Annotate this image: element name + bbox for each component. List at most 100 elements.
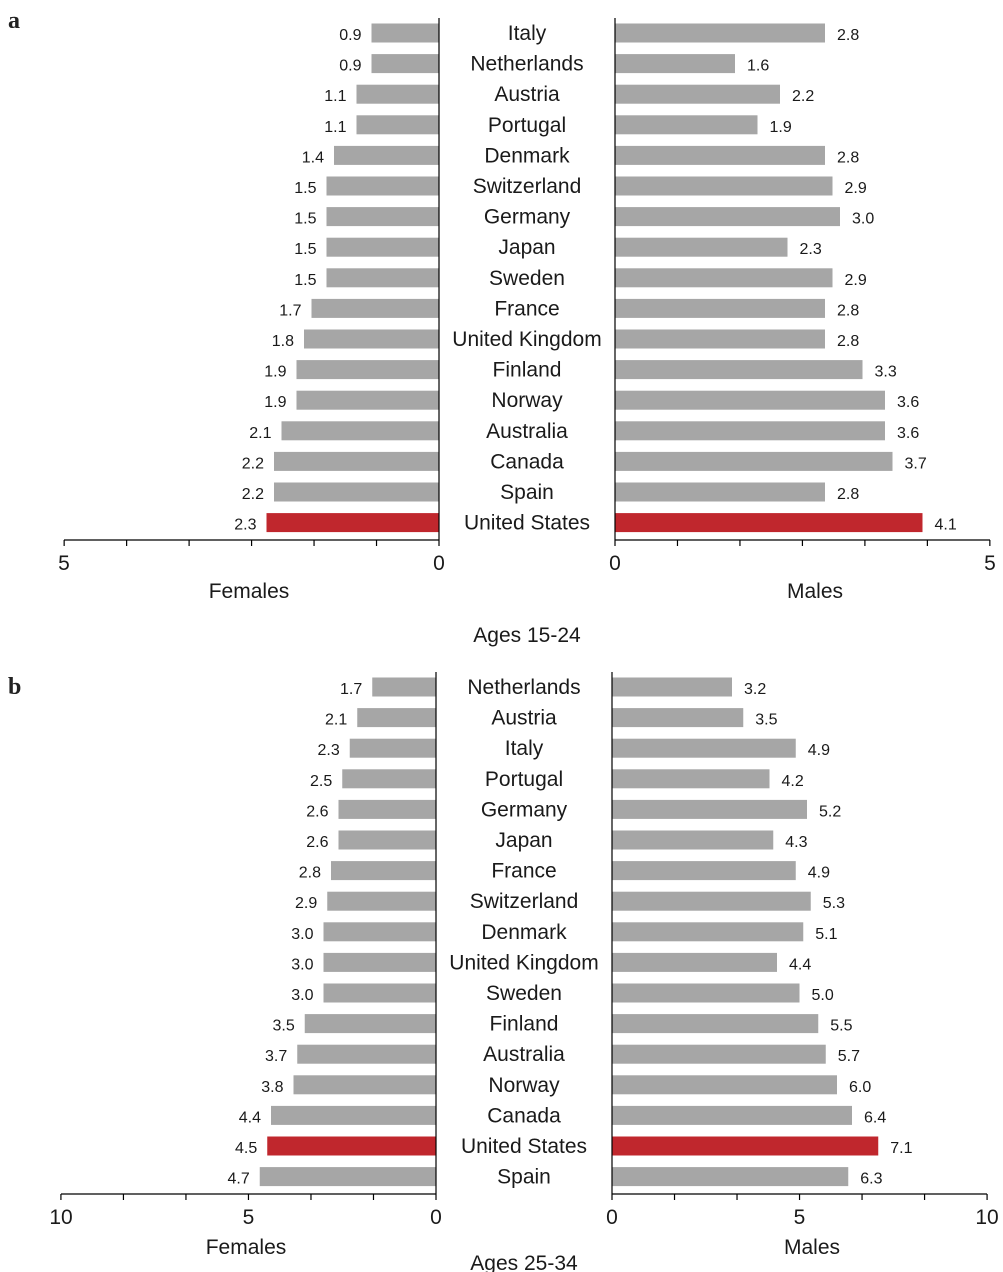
country-label: Spain — [500, 481, 554, 504]
female-value-label: 3.5 — [273, 1018, 295, 1035]
male-value-label: 5.0 — [812, 987, 834, 1004]
country-label: Italy — [508, 22, 547, 45]
female-bar — [311, 298, 439, 318]
female-bar — [326, 268, 439, 288]
female-bar — [342, 769, 436, 789]
country-label: Canada — [490, 450, 564, 473]
male-value-label: 3.7 — [905, 455, 927, 472]
male-bar — [615, 23, 825, 43]
female-bar — [327, 891, 436, 911]
male-bar — [615, 390, 885, 410]
female-bar — [371, 54, 439, 74]
male-bar — [615, 207, 840, 227]
country-label: Australia — [486, 420, 568, 443]
female-bar — [331, 861, 436, 881]
tick-label: 10 — [49, 1206, 72, 1229]
male-bar — [612, 1105, 852, 1125]
male-bar — [612, 952, 777, 972]
female-value-label: 2.3 — [318, 742, 340, 759]
country-label: United States — [461, 1135, 587, 1158]
male-bar — [615, 298, 825, 318]
male-bar — [615, 84, 780, 104]
male-bar — [612, 1014, 819, 1034]
male-bar — [615, 482, 825, 502]
male-value-label: 2.8 — [837, 302, 859, 319]
female-bar — [356, 115, 439, 135]
tick-label: 5 — [243, 1206, 255, 1229]
male-value-label: 2.9 — [845, 180, 867, 197]
female-value-label: 1.5 — [294, 272, 316, 289]
female-value-label: 1.8 — [272, 333, 294, 350]
female-bar — [371, 23, 439, 43]
male-bar — [615, 421, 885, 441]
female-bar — [297, 1044, 436, 1064]
male-value-label: 6.3 — [860, 1171, 882, 1188]
female-bar — [323, 922, 436, 942]
male-bar — [615, 176, 833, 196]
female-value-label: 1.7 — [340, 681, 362, 698]
female-bar — [259, 1167, 436, 1187]
female-bar — [372, 677, 436, 697]
male-value-label: 6.0 — [849, 1079, 871, 1096]
age-group-title: Ages 25-34 — [470, 1252, 578, 1272]
male-bar — [615, 268, 833, 288]
female-value-label: 1.1 — [324, 119, 346, 136]
female-bar — [296, 360, 439, 380]
country-label: Austria — [491, 707, 557, 730]
female-value-label: 2.2 — [242, 455, 264, 472]
country-label: United States — [464, 512, 590, 535]
country-label: Netherlands — [470, 53, 583, 76]
female-value-label: 2.6 — [306, 803, 328, 820]
female-value-label: 3.0 — [291, 956, 313, 973]
females-axis-title: Females — [206, 1236, 287, 1259]
country-label: France — [494, 297, 559, 320]
male-value-label: 5.3 — [823, 895, 845, 912]
male-value-label: 5.7 — [838, 1048, 860, 1065]
male-bar — [615, 54, 735, 74]
country-label: Netherlands — [467, 676, 580, 699]
country-label: Japan — [495, 829, 552, 852]
panel-letter-b: b — [8, 674, 21, 700]
female-bar — [334, 145, 439, 165]
female-value-label: 1.5 — [294, 241, 316, 258]
females-axis-title: Females — [209, 580, 290, 603]
female-bar — [281, 421, 439, 441]
female-value-label: 0.9 — [339, 58, 361, 75]
country-label: Finland — [493, 359, 562, 382]
male-value-label: 2.2 — [792, 88, 814, 105]
male-value-label: 6.4 — [864, 1109, 886, 1126]
female-bar — [274, 482, 439, 502]
country-label: Japan — [498, 236, 555, 259]
female-value-label: 1.7 — [279, 302, 301, 319]
female-value-label: 3.8 — [261, 1079, 283, 1096]
female-value-label: 2.8 — [299, 865, 321, 882]
country-label: Germany — [481, 798, 568, 821]
male-bar — [612, 983, 800, 1003]
male-bar — [612, 891, 811, 911]
country-label: Denmark — [484, 144, 570, 167]
female-bar — [323, 952, 436, 972]
female-bar — [267, 1136, 436, 1156]
males-axis-title: Males — [787, 580, 843, 603]
males-axis-title: Males — [784, 1236, 840, 1259]
male-bar — [615, 237, 788, 257]
female-value-label: 3.7 — [265, 1048, 287, 1065]
male-value-label: 3.5 — [755, 712, 777, 729]
female-bar — [266, 513, 439, 533]
female-value-label: 1.5 — [294, 180, 316, 197]
male-bar — [612, 1044, 826, 1064]
male-value-label: 4.9 — [808, 742, 830, 759]
country-label: Switzerland — [470, 890, 579, 913]
panel-letter-a: a — [8, 8, 20, 34]
female-value-label: 2.2 — [242, 486, 264, 503]
male-bar — [612, 708, 744, 728]
female-value-label: 2.1 — [325, 712, 347, 729]
tick-label: 5 — [794, 1206, 806, 1229]
female-bar — [296, 390, 439, 410]
female-bar — [304, 329, 439, 349]
female-bar — [338, 799, 436, 819]
female-bar — [326, 237, 439, 257]
male-bar — [612, 738, 796, 758]
male-bar — [612, 922, 804, 942]
female-bar — [271, 1105, 436, 1125]
